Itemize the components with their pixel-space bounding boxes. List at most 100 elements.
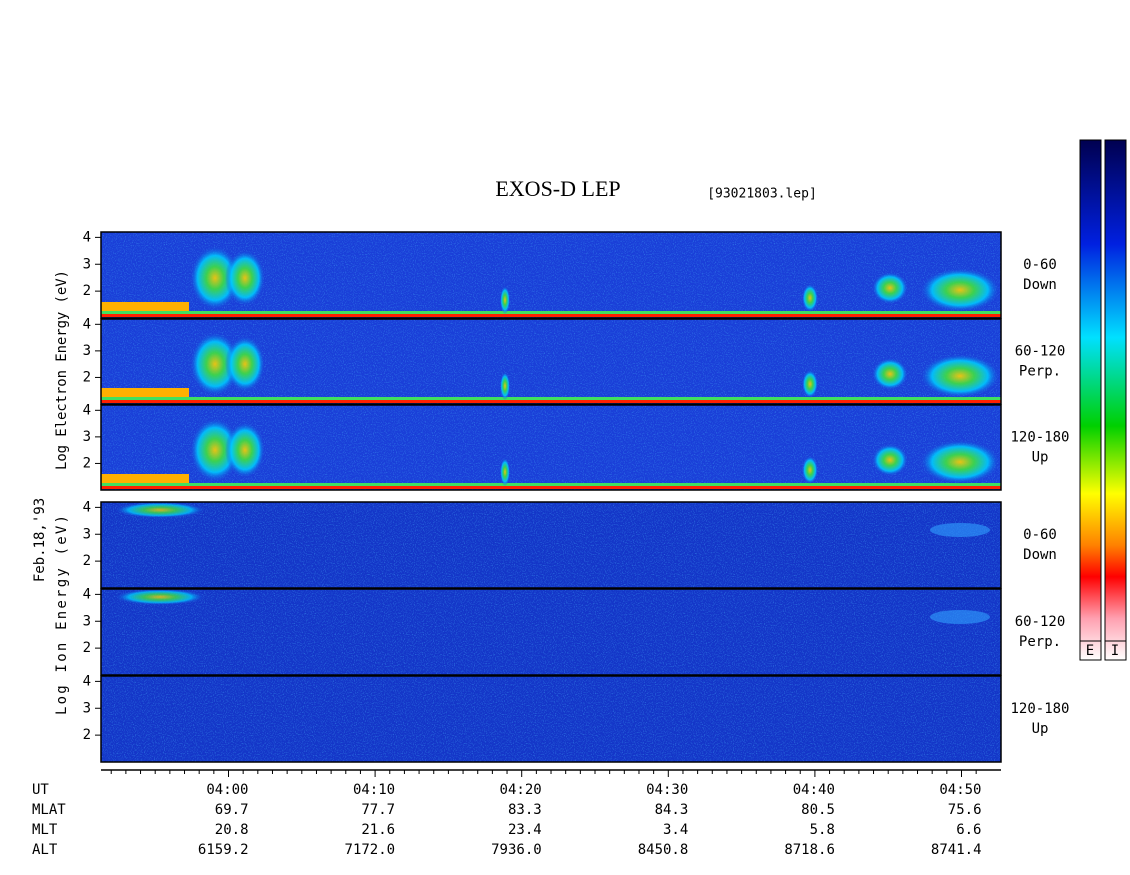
table-value: 5.8 <box>810 822 835 838</box>
panel-frame <box>100 588 1002 676</box>
table-value: 69.7 <box>215 802 249 818</box>
pitch-label: 120-180 <box>1010 430 1069 446</box>
feature <box>872 444 908 476</box>
panel-frame <box>100 231 1002 319</box>
row-label: MLAT <box>32 802 66 818</box>
time-tick-label: 04:00 <box>206 782 248 798</box>
colorbar <box>1079 139 1102 661</box>
y-tick-label: 2 <box>83 727 91 743</box>
title: EXOS-D LEP <box>495 176 620 201</box>
band <box>101 483 1001 486</box>
band <box>101 314 1001 317</box>
panel-frame <box>100 318 1002 405</box>
direction-label: Up <box>1032 450 1049 466</box>
row-label: MLT <box>32 822 58 838</box>
table-value: 23.4 <box>508 822 542 838</box>
y-tick-label: 2 <box>83 553 91 569</box>
direction-label: Perp. <box>1019 364 1061 380</box>
band <box>101 302 189 311</box>
y-tick-label: 4 <box>83 673 91 689</box>
pitch-label: 0-60 <box>1023 257 1057 273</box>
table-value: 21.6 <box>361 822 395 838</box>
feature <box>190 332 240 396</box>
table-value: 8741.4 <box>931 842 982 858</box>
feature <box>920 268 1000 312</box>
feature <box>872 272 908 304</box>
y-tick-label: 3 <box>83 256 91 272</box>
feature <box>920 354 1000 398</box>
time-tick-label: 04:40 <box>793 782 835 798</box>
y-tick-label: 3 <box>83 343 91 359</box>
time-tick-label: 04:20 <box>500 782 542 798</box>
band <box>101 388 189 397</box>
table-value: 8450.8 <box>638 842 689 858</box>
axis-label: Log Electron Energy (eV) <box>54 270 70 470</box>
feature <box>930 610 990 624</box>
y-tick-label: 3 <box>83 700 91 716</box>
table-value: 83.3 <box>508 802 542 818</box>
feature <box>920 440 1000 484</box>
y-tick-label: 4 <box>83 499 91 515</box>
table-value: 7172.0 <box>345 842 396 858</box>
y-tick-label: 4 <box>83 586 91 602</box>
time-tick-label: 04:30 <box>646 782 688 798</box>
time-tick-label: 04:50 <box>939 782 981 798</box>
band <box>101 400 1001 403</box>
table-value: 7936.0 <box>491 842 542 858</box>
feature <box>872 358 908 390</box>
y-tick-label: 4 <box>83 316 91 332</box>
band <box>101 397 1001 400</box>
colorbar <box>1104 139 1127 661</box>
feature <box>190 418 240 482</box>
colorbars: E I <box>1079 139 1127 661</box>
y-tick-label: 2 <box>83 369 91 385</box>
table-value: 3.4 <box>663 822 688 838</box>
panel-frame <box>100 501 1002 589</box>
feature <box>930 523 990 537</box>
feature <box>802 284 818 312</box>
band <box>101 311 1001 314</box>
band <box>101 474 189 483</box>
feature <box>115 589 205 605</box>
panel-frame <box>100 404 1002 491</box>
colorbar-label: E <box>1086 643 1094 659</box>
direction-label: Down <box>1023 277 1057 293</box>
y-tick-label: 4 <box>83 402 91 418</box>
feature <box>802 456 818 484</box>
colorbar-box <box>1079 640 1102 661</box>
direction-label: Up <box>1032 721 1049 737</box>
table-value: 75.6 <box>948 802 982 818</box>
y-tick-label: 3 <box>83 429 91 445</box>
colorbar-label: I <box>1111 643 1119 659</box>
feature <box>802 370 818 398</box>
pitch-label: 120-180 <box>1010 701 1069 717</box>
y-tick-label: 3 <box>83 613 91 629</box>
row-label: ALT <box>32 842 58 858</box>
file-name: [93021803.lep] <box>707 187 817 202</box>
band <box>101 486 1001 489</box>
panel-frame <box>100 675 1002 763</box>
spectrogram-noise <box>101 589 1001 675</box>
spectrogram-noise <box>101 502 1001 588</box>
pitch-label: 60-120 <box>1015 344 1066 360</box>
feature <box>225 422 265 478</box>
feature <box>500 286 510 314</box>
table-value: 6.6 <box>956 822 981 838</box>
feature <box>115 502 205 518</box>
date-label: Feb.18,'93 <box>32 498 48 582</box>
pitch-label: 60-120 <box>1015 614 1066 630</box>
time-tick-label: 04:10 <box>353 782 395 798</box>
y-tick-label: 2 <box>83 283 91 299</box>
y-tick-label: 3 <box>83 526 91 542</box>
y-tick-label: 4 <box>83 229 91 245</box>
colorbar-box <box>1104 640 1127 661</box>
feature <box>225 250 265 306</box>
direction-label: Down <box>1023 547 1057 563</box>
spectrogram-noise <box>101 676 1001 762</box>
table-value: 77.7 <box>361 802 395 818</box>
pitch-label: 0-60 <box>1023 527 1057 543</box>
table-value: 20.8 <box>215 822 249 838</box>
direction-label: Perp. <box>1019 634 1061 650</box>
feature <box>190 246 240 310</box>
